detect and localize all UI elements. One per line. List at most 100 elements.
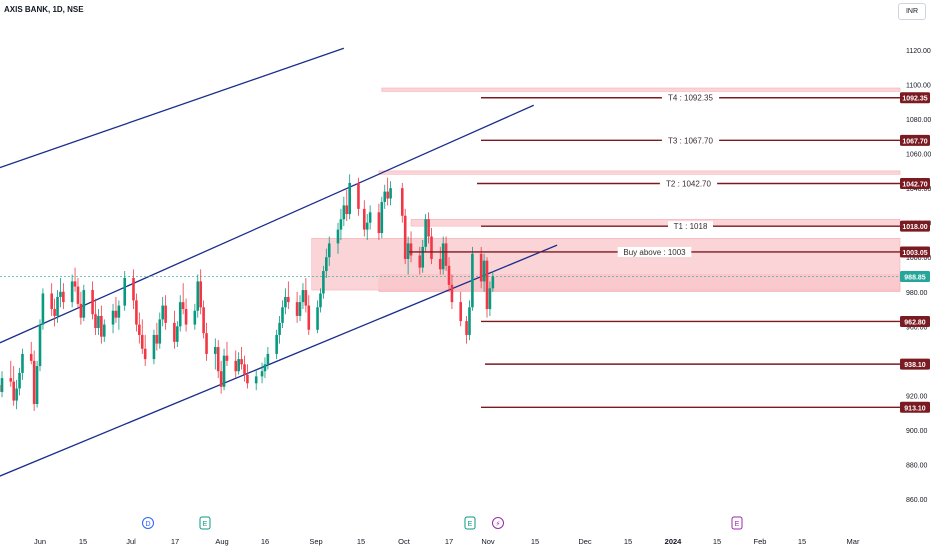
price-tag-bg: [900, 134, 930, 146]
candle-26: [100, 305, 103, 344]
candle-45: [181, 283, 185, 315]
candle-body: [225, 355, 229, 361]
event-letter: E: [468, 521, 473, 528]
candle-10: [35, 360, 39, 408]
price-tag-label: 1018.00: [902, 224, 927, 231]
currency-button[interactable]: INR: [898, 3, 926, 20]
candle-8: [29, 341, 33, 365]
price-tag-label: 1003.05: [902, 250, 927, 257]
x-tick-label: Jun: [34, 537, 46, 546]
candle-body: [368, 212, 372, 223]
candle-23: [91, 281, 94, 320]
candle-body: [155, 334, 159, 344]
candle-96: [403, 208, 407, 265]
candle-24: [94, 298, 97, 335]
candle-97: [406, 236, 410, 275]
x-tick-label: 15: [713, 537, 721, 546]
candle-56: [225, 341, 229, 367]
earnings-icon: [199, 516, 211, 530]
candle-72: [298, 295, 302, 322]
candle-80: [327, 236, 331, 266]
channel-line-0: [0, 47, 345, 169]
candle-body: [123, 277, 127, 306]
candle-body: [114, 310, 118, 318]
candle-40: [161, 296, 165, 327]
candle-106: [444, 236, 448, 272]
candle-51: [205, 322, 208, 361]
level-price-tag-2: 1042.70: [900, 177, 930, 189]
candle-2: [0, 371, 4, 398]
candle-body: [465, 321, 468, 335]
candle-body: [62, 291, 65, 303]
candle-81: [336, 222, 340, 254]
candle-body: [79, 303, 83, 318]
last-price-tag: 988.85: [900, 270, 930, 282]
candle-57: [234, 350, 238, 379]
candle-body: [386, 191, 389, 199]
candle-28: [111, 303, 115, 334]
candle-43: [176, 321, 179, 348]
candle-body: [222, 355, 226, 387]
price-tag-label: 988.85: [904, 274, 926, 281]
level-price-tag-6: 938.10: [900, 358, 930, 370]
level-label-bg: [661, 92, 720, 103]
candle-body: [237, 359, 240, 372]
candle-body: [441, 243, 445, 270]
candle-body: [339, 219, 343, 230]
candle-60: [243, 355, 246, 382]
candle-50: [202, 300, 205, 339]
candle-114: [482, 253, 486, 292]
candle-12: [41, 288, 45, 330]
candle-88: [365, 214, 369, 240]
candle-body: [35, 366, 39, 405]
candle-47: [193, 303, 197, 330]
y-tick-label: 980.00: [906, 290, 928, 297]
candle-body: [216, 347, 220, 372]
x-tick-label: 15: [624, 537, 632, 546]
event-marker-0: D: [142, 517, 154, 529]
candle-body: [316, 307, 319, 330]
x-tick-label: 17: [445, 537, 453, 546]
candle-70: [287, 281, 290, 310]
time-axis[interactable]: Jun 15 Jul 17 Aug 16 Sep 15 Oct 17 Nov 15 Dec 15 2024 1…: [34, 537, 860, 546]
level-label: T1 : 1018: [674, 222, 708, 231]
candle-116: [488, 281, 492, 316]
candle-body: [53, 309, 56, 316]
candle-61: [246, 364, 249, 389]
candle-body: [485, 260, 489, 310]
price-axis[interactable]: 860.00880.00900.00920.00940.00960.00980.…: [906, 48, 931, 504]
candle-body: [287, 296, 290, 303]
candle-92: [383, 184, 387, 209]
candle-4: [12, 366, 16, 406]
candle-body: [325, 257, 328, 272]
candle-71: [295, 291, 299, 323]
candle-58: [237, 352, 240, 375]
events-layer: D E E ⚡ E: [142, 516, 743, 530]
candle-body: [138, 324, 141, 335]
candle-body: [304, 290, 308, 306]
candle-body: [447, 265, 451, 285]
candle-body: [178, 302, 182, 327]
candle-body: [161, 305, 165, 320]
zone-3: [378, 170, 901, 175]
candle-body: [421, 246, 425, 268]
candle-body: [278, 322, 281, 335]
channel-line-2: [0, 244, 558, 477]
candle-body: [164, 305, 167, 323]
event-marker-1: E: [199, 516, 211, 530]
level-label: Buy above : 1003: [623, 248, 686, 257]
candle-body: [9, 378, 13, 382]
price-tag-bg: [900, 270, 930, 282]
candle-77: [319, 288, 322, 313]
candle-body: [18, 372, 21, 389]
candle-44: [178, 295, 182, 332]
candle-body: [479, 253, 483, 282]
x-tick-label: 15: [798, 537, 806, 546]
price-tag-bg: [900, 401, 930, 413]
candle-16: [59, 277, 62, 308]
candle-body: [50, 293, 53, 310]
level-label-bg: [661, 135, 720, 146]
level-label-bg: [659, 178, 718, 189]
price-tag-label: 1067.70: [902, 138, 927, 145]
